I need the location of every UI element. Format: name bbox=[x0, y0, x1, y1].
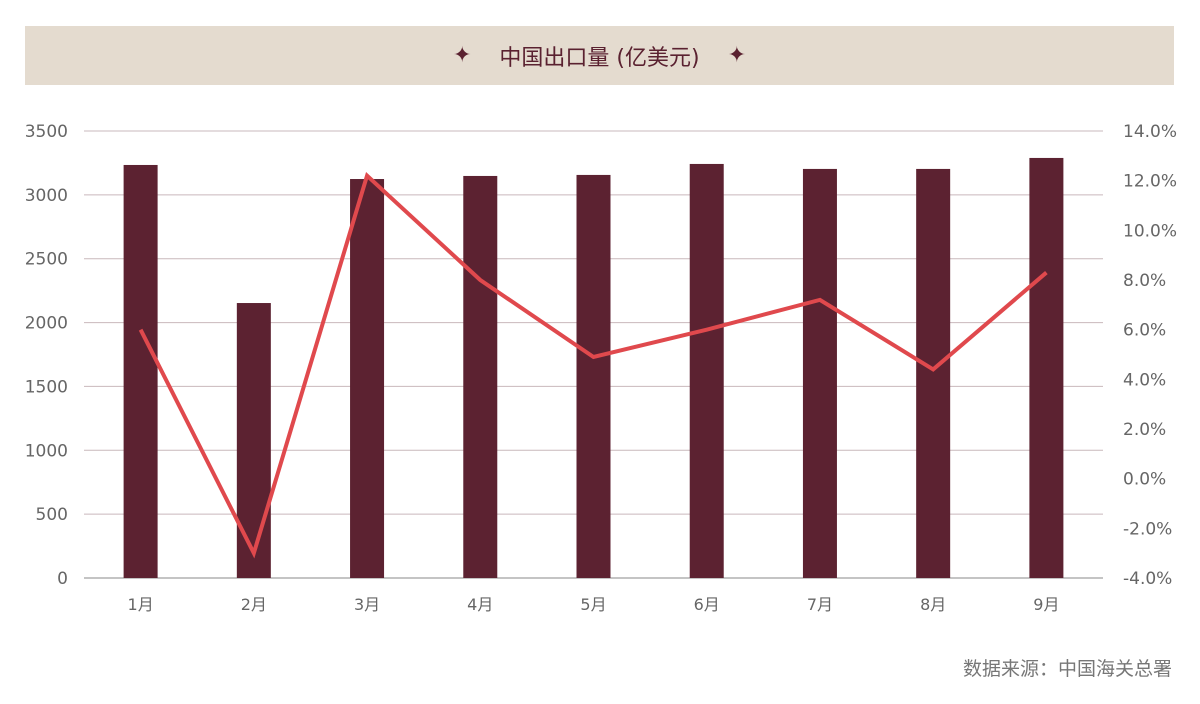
left-axis-tick-label: 2000 bbox=[25, 314, 68, 334]
x-axis-tick-label: 4月 bbox=[467, 595, 493, 614]
left-axis-tick-label: 3000 bbox=[25, 186, 68, 206]
left-axis-tick-label: 500 bbox=[36, 505, 68, 525]
right-axis-tick-label: 10.0% bbox=[1123, 221, 1177, 241]
x-axis-tick-label: 8月 bbox=[920, 595, 946, 614]
star-icon: ✦ bbox=[727, 43, 747, 68]
right-axis-tick-label: 8.0% bbox=[1123, 271, 1166, 291]
x-axis-tick-label: 7月 bbox=[807, 595, 833, 614]
right-axis-tick-label: -2.0% bbox=[1123, 519, 1172, 539]
bar bbox=[350, 179, 385, 578]
bar bbox=[802, 168, 837, 578]
star-icon: ✦ bbox=[452, 43, 472, 68]
bar bbox=[1029, 157, 1064, 579]
left-axis-tick-label: 1500 bbox=[25, 377, 68, 397]
right-axis-tick-label: 4.0% bbox=[1123, 370, 1166, 390]
x-axis-tick-label: 2月 bbox=[241, 595, 267, 614]
x-axis-tick-label: 9月 bbox=[1033, 595, 1059, 614]
x-axis-tick-label: 5月 bbox=[580, 595, 606, 614]
bar bbox=[236, 303, 271, 578]
right-axis-tick-label: 12.0% bbox=[1123, 172, 1177, 192]
right-axis-tick-label: 2.0% bbox=[1123, 420, 1166, 440]
bar bbox=[916, 168, 951, 578]
chart-title: 中国出口量 (亿美元) bbox=[499, 45, 700, 71]
x-axis-tick-label: 1月 bbox=[128, 595, 154, 614]
left-axis-tick-label: 0 bbox=[57, 569, 68, 589]
bar bbox=[689, 163, 724, 578]
bar bbox=[576, 174, 611, 578]
right-axis-tick-label: 0.0% bbox=[1123, 470, 1166, 490]
source-note: 数据来源：中国海关总署 bbox=[962, 658, 1172, 680]
x-axis-tick-label: 3月 bbox=[354, 595, 380, 614]
right-axis-tick-label: 14.0% bbox=[1123, 122, 1177, 142]
left-axis-tick-label: 3500 bbox=[25, 122, 68, 142]
right-axis-tick-label: -4.0% bbox=[1123, 569, 1172, 589]
left-axis-tick-label: 2500 bbox=[25, 250, 68, 270]
right-axis-tick-label: 6.0% bbox=[1123, 321, 1166, 341]
chart-title-bar: ✦ 中国出口量 (亿美元) ✦ bbox=[25, 26, 1174, 85]
x-axis-tick-label: 6月 bbox=[694, 595, 720, 614]
bar bbox=[463, 175, 498, 578]
left-axis-tick-label: 1000 bbox=[25, 441, 68, 461]
bar bbox=[123, 164, 158, 579]
